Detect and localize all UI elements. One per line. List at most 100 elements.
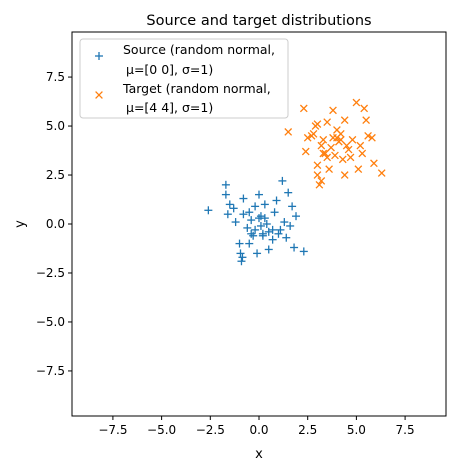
y-tick-label: −5.0 — [36, 315, 65, 329]
source-point — [288, 202, 297, 211]
target-point — [340, 171, 349, 179]
target-point — [336, 135, 345, 144]
target-point — [284, 128, 293, 136]
source-point — [264, 227, 273, 236]
legend-label: Target (random normal, — [122, 81, 271, 96]
x-axis-label: x — [255, 447, 263, 462]
x-axis-ticks: −7.5 −5.0 −2.5 0.0 2.5 5.0 7.5 — [98, 416, 415, 437]
target-point — [317, 177, 326, 185]
target-point — [317, 141, 326, 150]
y-tick-label: 0.0 — [46, 217, 65, 231]
source-point — [251, 225, 260, 234]
x-tick-label: 7.5 — [396, 423, 415, 437]
legend-items: Source (random normal, μ=[0 0], σ=1) Targe… — [95, 42, 275, 115]
target-point — [360, 104, 369, 113]
target-point — [377, 169, 386, 177]
target-point — [323, 118, 332, 126]
target-point — [327, 143, 335, 152]
source-point — [260, 200, 269, 209]
target-point — [307, 131, 316, 140]
x-tick-label: −5.0 — [147, 423, 176, 437]
legend-entry-target: Target (random normal, μ=[4 4], σ=1) — [95, 81, 271, 115]
legend-label: Source (random normal, — [123, 42, 275, 57]
source-point — [256, 221, 265, 230]
target-point — [336, 130, 345, 138]
y-tick-label: −7.5 — [36, 364, 65, 378]
source-point — [284, 188, 293, 197]
source-point — [255, 190, 263, 199]
source-point — [290, 243, 299, 252]
target-point — [368, 133, 376, 142]
source-point — [243, 223, 252, 232]
y-tick-label: −2.5 — [36, 266, 65, 280]
source-point — [229, 204, 238, 213]
target-point — [319, 135, 328, 144]
target-point — [348, 135, 357, 144]
target-point — [356, 141, 365, 150]
x-tick-label: −2.5 — [196, 423, 225, 437]
source-point — [274, 229, 283, 238]
target-point — [362, 116, 370, 125]
target-point — [340, 116, 349, 125]
target-point — [358, 149, 367, 158]
target-point — [313, 171, 322, 179]
source-point — [280, 218, 289, 227]
target-point — [301, 147, 310, 156]
target-point — [331, 151, 339, 160]
x-tick-label: −7.5 — [98, 423, 127, 437]
target-point — [325, 165, 333, 174]
target-point — [303, 133, 312, 142]
source-point — [245, 239, 254, 248]
source-point — [272, 196, 281, 205]
source-point — [235, 239, 244, 248]
source-point — [276, 225, 285, 234]
y-axis-label: y — [13, 220, 28, 228]
x-tick-label: 5.0 — [347, 423, 366, 437]
target-point — [329, 106, 337, 115]
target-point — [346, 153, 355, 162]
legend: Source (random normal, μ=[0 0], σ=1) Targe… — [79, 38, 289, 119]
source-point — [249, 231, 258, 240]
source-point — [292, 212, 301, 221]
legend-entry-source: Source (random normal, μ=[0 0], σ=1) — [95, 42, 275, 77]
source-point — [299, 247, 308, 256]
source-point — [247, 216, 256, 225]
source-point — [268, 235, 277, 244]
x-tick-label: 2.5 — [298, 423, 317, 437]
source-point — [251, 202, 260, 211]
source-point — [245, 208, 254, 217]
source-point — [238, 253, 247, 262]
source-point — [239, 210, 248, 219]
source-point — [236, 249, 245, 258]
points-layer — [204, 98, 386, 266]
legend-marker-target — [95, 91, 103, 99]
source-point — [264, 245, 273, 254]
target-point — [344, 145, 353, 154]
legend-box — [79, 38, 289, 119]
legend-marker-source — [95, 52, 103, 60]
source-point — [268, 225, 277, 234]
chart-title: Source and target distributions — [146, 13, 371, 29]
target-point — [319, 149, 328, 158]
source-point — [204, 206, 213, 215]
source-point — [221, 180, 230, 189]
target-point — [321, 149, 330, 158]
source-point — [278, 176, 287, 185]
y-tick-label: 2.5 — [46, 168, 65, 182]
source-point — [239, 194, 248, 203]
y-axis-ticks: −7.5 −5.0 −2.5 0.0 2.5 5.0 7.5 — [36, 70, 72, 378]
source-point — [256, 212, 265, 221]
source-point — [270, 208, 279, 217]
source-point — [223, 210, 232, 219]
source-point — [231, 218, 240, 227]
source-point — [221, 190, 230, 199]
source-point — [260, 214, 269, 223]
target-point — [354, 165, 363, 174]
source-point — [282, 233, 291, 242]
source-point — [225, 200, 234, 209]
source-point — [253, 249, 262, 258]
target-point — [315, 180, 324, 189]
target-point — [299, 104, 308, 113]
target-point — [352, 98, 361, 107]
target-point — [364, 131, 372, 140]
